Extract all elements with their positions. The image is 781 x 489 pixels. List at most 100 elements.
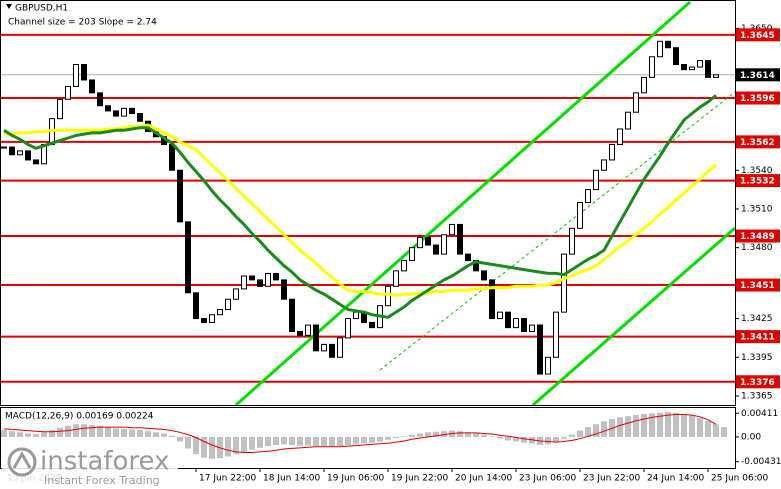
macd-bar	[697, 417, 703, 437]
macd-bar	[153, 432, 159, 437]
level-label: 1.3532	[740, 177, 775, 187]
macd-bar	[681, 413, 687, 437]
x-tick-label: 24 Jun 14:00	[647, 474, 704, 484]
candle	[449, 223, 455, 236]
candle	[625, 111, 631, 130]
y-tick-label: 0.00	[741, 432, 761, 442]
candle	[257, 279, 263, 287]
candle	[697, 60, 703, 68]
level-label-box	[736, 229, 780, 243]
macd-bar	[657, 412, 663, 437]
candle	[9, 146, 15, 156]
macd-bar	[121, 428, 127, 437]
candle	[433, 244, 439, 255]
candle	[617, 128, 623, 145]
watermark-bg	[2, 442, 178, 488]
candle	[577, 202, 583, 229]
macd-bar	[289, 436, 295, 445]
candle	[233, 288, 239, 300]
candle	[249, 275, 255, 281]
macd-bar	[9, 431, 15, 437]
watermark-brand: instaforex	[40, 447, 169, 477]
candle	[593, 169, 599, 191]
candle	[1, 146, 7, 149]
candle	[129, 107, 135, 115]
symbol-icon	[6, 4, 12, 9]
candle	[665, 40, 671, 49]
macd-bar	[97, 425, 103, 437]
macd-panel	[1, 412, 727, 459]
macd-bar	[145, 431, 151, 437]
macd-bar	[465, 432, 471, 437]
macd-bar	[713, 424, 719, 437]
y-tick-label: 1.3510	[741, 204, 773, 214]
y-tick-label: 1.3365	[741, 391, 773, 401]
macd-bar	[625, 416, 631, 437]
level-label-box	[736, 278, 780, 292]
y-tick-label: 1.3395	[741, 353, 773, 363]
candle	[177, 169, 183, 223]
candle	[481, 270, 487, 281]
macd-bar	[433, 431, 439, 437]
macd-bar	[17, 432, 23, 437]
candle	[649, 56, 655, 78]
candle	[329, 343, 335, 358]
candle	[633, 92, 639, 113]
macd-bar	[329, 436, 335, 447]
channel	[235, 0, 736, 407]
candle	[185, 221, 191, 294]
x-tick-label: 19 Jun 22:00	[391, 474, 448, 484]
moving-average	[3, 94, 717, 319]
level-label-box	[736, 135, 780, 149]
macd-bar	[689, 415, 695, 437]
macd-bar	[561, 436, 567, 439]
macd-bar	[257, 436, 263, 448]
x-tick-label: 25 Jun 06:00	[711, 474, 768, 484]
candle	[601, 159, 607, 171]
macd-bar	[193, 436, 199, 455]
candle	[465, 253, 471, 262]
macd-bar	[649, 413, 655, 437]
level-label: 1.3451	[740, 281, 775, 291]
candle	[201, 318, 207, 323]
macd-bar	[361, 436, 367, 444]
macd-bar	[545, 436, 551, 445]
candle	[505, 311, 511, 329]
macd-bar	[65, 425, 71, 437]
candle	[529, 324, 535, 332]
macd-bar	[233, 436, 239, 455]
macd-bar	[57, 427, 63, 437]
candle	[281, 279, 287, 300]
macd-bar	[281, 436, 287, 445]
level-label-box	[736, 174, 780, 188]
macd-bar	[641, 413, 647, 437]
y-tick-label: 1.3480	[741, 243, 773, 253]
macd-bar	[337, 436, 343, 447]
macd-bar	[489, 436, 495, 437]
candle	[641, 76, 647, 94]
candle	[585, 189, 591, 204]
candle	[417, 236, 423, 249]
macd-bar	[25, 433, 31, 437]
price-panel-border	[0, 0, 736, 406]
x-tick-label: 19 Jun 06:00	[327, 474, 384, 484]
candles	[1, 40, 719, 375]
macd-bar	[209, 436, 215, 459]
candle	[241, 275, 247, 290]
macd-bar	[409, 434, 415, 437]
candle	[169, 143, 175, 171]
macd-bar	[89, 424, 95, 437]
macd-bar	[385, 436, 391, 440]
level-label-box	[736, 91, 780, 105]
candle	[569, 227, 575, 255]
candle	[121, 107, 127, 117]
macd-bar	[617, 417, 623, 437]
last-price-box	[736, 68, 780, 82]
candle	[137, 113, 143, 122]
candle	[609, 143, 615, 161]
macd-bar	[577, 430, 583, 437]
candle	[713, 74, 719, 78]
candle	[513, 318, 519, 329]
macd-bar	[633, 415, 639, 437]
